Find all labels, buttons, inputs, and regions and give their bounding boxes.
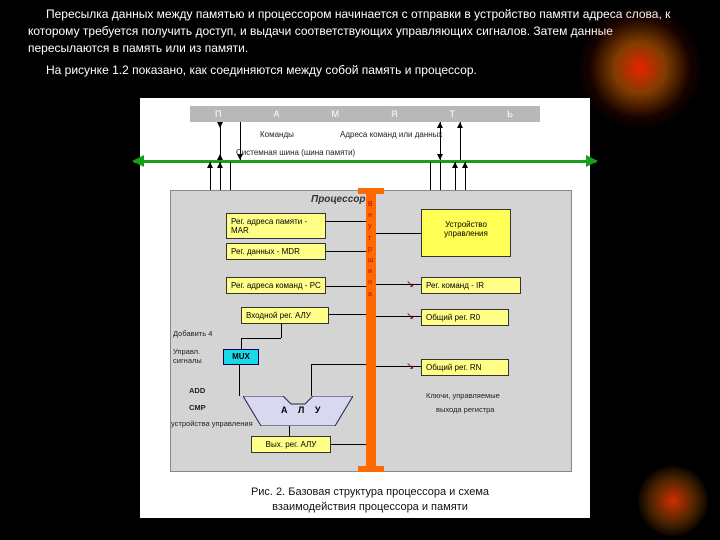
arrow-icon bbox=[452, 162, 458, 168]
alu-block: А Л У bbox=[243, 396, 353, 426]
arrow-icon bbox=[457, 122, 463, 128]
internal-bus-cap bbox=[358, 188, 384, 194]
wire bbox=[326, 221, 366, 222]
wire bbox=[241, 338, 242, 349]
wire bbox=[311, 364, 312, 396]
wire bbox=[326, 286, 366, 287]
label-keys-1: Ключи, управляемые bbox=[426, 391, 500, 400]
diagram-canvas: П А М Я Т Ь Команды Адреса команд или да… bbox=[140, 98, 590, 518]
wire bbox=[241, 338, 281, 339]
label-add4: Добавить 4 bbox=[173, 329, 212, 338]
key-icon: ↘ bbox=[406, 361, 414, 372]
memory-letter: А bbox=[273, 109, 281, 119]
figure-caption: Рис. 2. Базовая структура процессора и с… bbox=[220, 485, 520, 514]
alu-label: А Л У bbox=[281, 405, 324, 415]
bus-arrow-left-icon bbox=[132, 155, 144, 167]
memory-letter: Ь bbox=[507, 109, 515, 119]
label-commands: Команды bbox=[260, 130, 294, 139]
memory-letter: Т bbox=[450, 109, 458, 119]
key-icon: ↘ bbox=[406, 311, 414, 322]
memory-letter: М bbox=[332, 109, 342, 119]
control-unit: Устройство управления bbox=[421, 209, 511, 257]
processor-title: Процессор bbox=[311, 194, 366, 205]
register-mdr: Рег. данных - MDR bbox=[226, 243, 326, 260]
register-r0: Общий рег. R0 bbox=[421, 309, 509, 326]
processor-block: Процессор Внутршина Рег. адреса памяти -… bbox=[170, 190, 572, 472]
wire bbox=[239, 364, 240, 396]
label-from-ctrl: устройства управления bbox=[171, 419, 253, 428]
wire bbox=[326, 251, 366, 252]
mux-block: MUX bbox=[223, 349, 259, 365]
wire bbox=[329, 314, 366, 315]
label-addresses: Адреса команд или данных bbox=[340, 130, 442, 139]
paragraph-1: Пересылка данных между памятью и процесс… bbox=[0, 0, 720, 56]
register-alu-in: Входной рег. АЛУ bbox=[241, 307, 329, 324]
arrow-icon bbox=[437, 122, 443, 128]
label-ctrl-signals: Управл. сигналы bbox=[173, 347, 213, 365]
bus-arrow-right-icon bbox=[586, 155, 598, 167]
register-mar: Рег. адреса памяти - MAR bbox=[226, 213, 326, 239]
label-add: ADD bbox=[189, 386, 205, 395]
arrow-icon bbox=[217, 162, 223, 168]
key-icon: ↘ bbox=[406, 279, 414, 290]
wire bbox=[376, 233, 421, 234]
wire bbox=[331, 444, 366, 445]
register-rn: Общий рег. RN bbox=[421, 359, 509, 376]
register-alu-out: Вых. рег. АЛУ bbox=[251, 436, 331, 453]
arrow-icon bbox=[207, 162, 213, 168]
memory-block: П А М Я Т Ь bbox=[190, 106, 540, 122]
internal-bus-cap bbox=[358, 466, 384, 472]
label-keys-2: выхода регистра bbox=[436, 405, 494, 414]
memory-letter: П bbox=[215, 109, 223, 119]
arrow-icon bbox=[217, 122, 223, 128]
label-system-bus: Системная шина (шина памяти) bbox=[236, 148, 355, 157]
arrow-icon bbox=[462, 162, 468, 168]
wire bbox=[289, 426, 290, 436]
mux-label: MUX bbox=[223, 349, 259, 365]
register-pc: Рег. адреса команд - PC bbox=[226, 277, 326, 294]
internal-bus-label: Внутршина bbox=[368, 199, 374, 300]
system-bus bbox=[134, 160, 596, 163]
wire bbox=[281, 323, 282, 338]
label-cmp: CMP bbox=[189, 403, 206, 412]
register-ir: Рег. команд - IR bbox=[421, 277, 521, 294]
memory-letter: Я bbox=[391, 109, 400, 119]
wire bbox=[311, 364, 366, 365]
paragraph-2: На рисунке 1.2 показано, как соединяются… bbox=[0, 56, 720, 79]
fireworks-decor bbox=[638, 466, 708, 536]
